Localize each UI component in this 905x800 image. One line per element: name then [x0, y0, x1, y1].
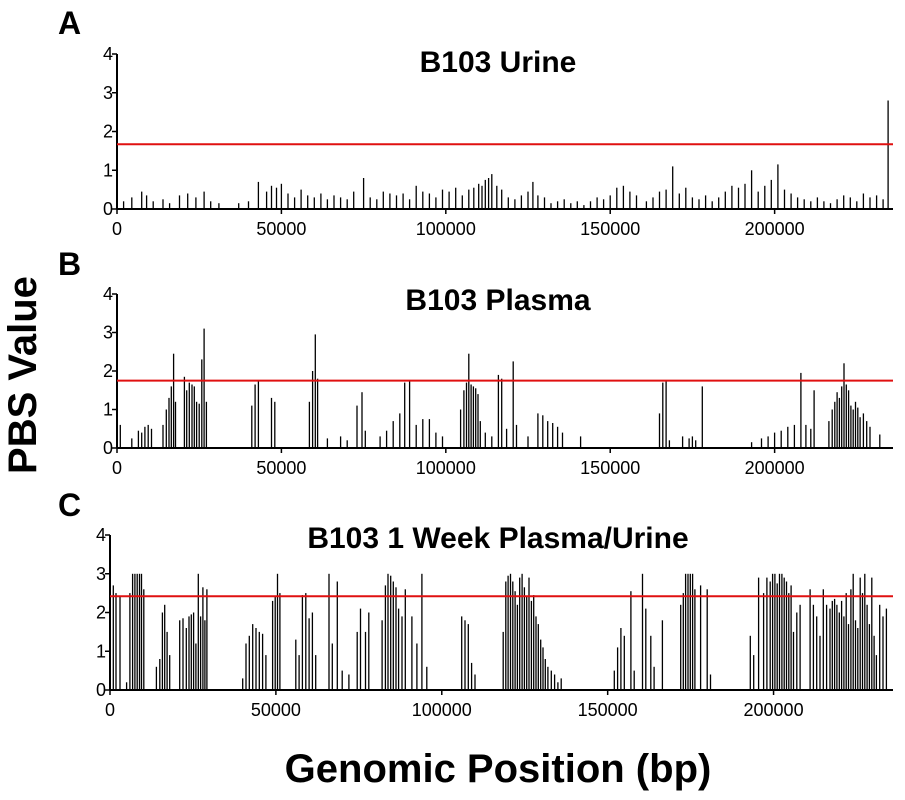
y-tick-label-c-0: 0 — [96, 680, 106, 700]
x-tick-label-c-100000: 100000 — [412, 700, 472, 720]
x-tick-label-b-150000: 150000 — [580, 458, 640, 478]
y-tick-label-c-3: 3 — [96, 564, 106, 584]
x-tick-label-a-150000: 150000 — [580, 219, 640, 239]
x-tick-label-c-50000: 50000 — [251, 700, 301, 720]
y-tick-label-a-3: 3 — [103, 83, 113, 103]
y-tick-label-b-3: 3 — [103, 323, 113, 343]
x-tick-label-c-200000: 200000 — [744, 700, 804, 720]
panel-letter-b: B — [58, 246, 81, 282]
y-axis-title: PBS Value — [1, 276, 45, 474]
y-tick-label-c-4: 4 — [96, 525, 106, 545]
x-tick-label-b-50000: 50000 — [256, 458, 306, 478]
y-tick-label-a-2: 2 — [103, 122, 113, 142]
panel-title-c: B103 1 Week Plasma/Urine — [307, 522, 688, 555]
panel-a: A B103 Urine 0 1 2 3 4 0 50000 100000 150000 2000… — [58, 5, 893, 239]
y-tick-label-b-1: 1 — [103, 400, 113, 420]
x-tick-label-a-50000: 50000 — [256, 219, 306, 239]
y-tick-label-b-0: 0 — [103, 438, 113, 458]
x-tick-label-c-150000: 150000 — [578, 700, 638, 720]
panel-letter-a: A — [58, 5, 81, 41]
y-tick-label-b-2: 2 — [103, 361, 113, 381]
panel-c: C B103 1 Week Plasma/Urine 0 1 2 3 4 0 50000 10… — [58, 487, 893, 720]
panel-title-b: B103 Plasma — [405, 284, 590, 317]
x-tick-label-b-100000: 100000 — [416, 458, 476, 478]
x-tick-label-a-0: 0 — [112, 219, 122, 239]
axes-a: 0 1 2 3 4 0 50000 100000 150000 200000 — [103, 44, 893, 239]
x-tick-label-c-0: 0 — [105, 700, 115, 720]
x-tick-label-b-0: 0 — [112, 458, 122, 478]
y-tick-label-c-2: 2 — [96, 603, 106, 623]
y-tick-label-b-4: 4 — [103, 284, 113, 304]
y-tick-label-a-4: 4 — [103, 44, 113, 64]
y-tick-label-a-1: 1 — [103, 160, 113, 180]
panel-title-a: B103 Urine — [420, 46, 577, 79]
x-axis-title: Genomic Position (bp) — [285, 747, 712, 791]
x-tick-label-a-200000: 200000 — [745, 219, 805, 239]
y-tick-label-c-1: 1 — [96, 641, 106, 661]
x-tick-label-a-100000: 100000 — [416, 219, 476, 239]
axes-b: 0 1 2 3 4 0 50000 100000 150000 200000 — [103, 284, 893, 478]
bars-c — [112, 573, 888, 690]
y-tick-label-a-0: 0 — [103, 199, 113, 219]
panel-b: B B103 Plasma 0 1 2 3 4 0 50000 100000 150000 200… — [58, 246, 893, 478]
x-tick-label-b-200000: 200000 — [745, 458, 805, 478]
bars-a — [122, 100, 889, 209]
bars-b — [119, 328, 881, 448]
axes-c: 0 1 2 3 4 0 50000 100000 150000 200000 — [96, 525, 893, 720]
panel-letter-c: C — [58, 487, 81, 523]
